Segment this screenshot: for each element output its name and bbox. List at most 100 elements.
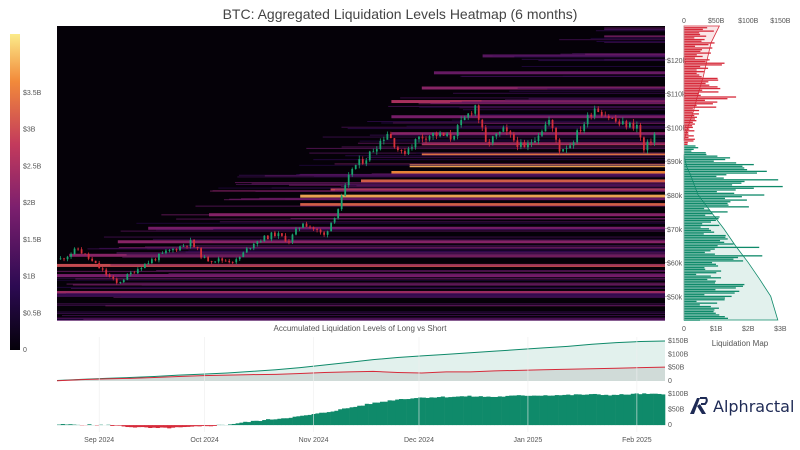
- difference-bar: [190, 425, 195, 427]
- liquidation-map-bar: [684, 42, 715, 44]
- liquidation-line: [110, 264, 666, 266]
- liquidation-map-bar: [684, 59, 710, 61]
- liquidation-map-bar: [684, 233, 704, 235]
- liquidation-map-bar: [684, 277, 722, 279]
- liquidation-map-bar: [684, 288, 716, 291]
- liquidation-line: [604, 37, 665, 39]
- liquidation-line: [83, 318, 666, 320]
- liquidation-map-bar: [684, 174, 727, 176]
- difference-bar: [456, 396, 461, 426]
- liquidation-line: [604, 36, 665, 38]
- candle-body: [407, 148, 410, 154]
- liquidation-band: [148, 226, 665, 230]
- candle-body: [326, 231, 329, 235]
- candle-body: [400, 150, 403, 152]
- difference-bar: [418, 397, 423, 426]
- candle-body: [421, 136, 424, 139]
- liquidation-line: [61, 315, 665, 317]
- difference-bar: [201, 425, 206, 427]
- liquidation-map-top-tick: 0: [682, 18, 686, 25]
- liquidation-line: [406, 125, 665, 127]
- liquidation-line: [234, 182, 666, 184]
- liquidation-line: [66, 283, 666, 285]
- candle-body: [530, 142, 533, 144]
- candle-body: [565, 148, 568, 150]
- liquidation-map-bar: [684, 54, 697, 56]
- difference-bar: [437, 397, 442, 426]
- difference-bar: [661, 394, 666, 426]
- difference-bar: [623, 394, 628, 426]
- difference-bar: [323, 412, 328, 426]
- candle-body: [579, 130, 582, 132]
- candle-body: [435, 132, 438, 137]
- candle-body: [365, 160, 368, 164]
- candle-body: [495, 133, 498, 137]
- candle-body: [551, 119, 554, 128]
- liquidation-line: [461, 75, 665, 77]
- candle-body: [238, 256, 241, 260]
- candle-body: [491, 136, 494, 144]
- liquidation-line: [313, 159, 665, 161]
- candle-body: [621, 121, 624, 125]
- difference-bar: [520, 395, 525, 426]
- difference-bar: [535, 395, 540, 426]
- liquidation-map-bar: [684, 231, 715, 233]
- liquidation-map-bar: [684, 69, 697, 71]
- candle-body: [147, 263, 150, 264]
- date-tick-label: Jan 2025: [514, 437, 543, 444]
- liquidation-line: [116, 252, 666, 254]
- liquidation-line: [161, 214, 666, 216]
- accumulated-line-1: [56, 366, 666, 382]
- candle-body: [463, 117, 466, 121]
- candle-body: [259, 241, 262, 243]
- liquidation-map-bar: [684, 223, 703, 225]
- difference-bar: [228, 424, 233, 426]
- difference-bar: [372, 402, 377, 426]
- liquidation-map-bar: [684, 316, 725, 318]
- candle-body: [477, 105, 480, 120]
- liquidation-line: [595, 30, 665, 32]
- difference-bar: [334, 410, 339, 426]
- liquidation-map-bar: [684, 60, 706, 63]
- candle-body: [439, 132, 441, 137]
- candle-body: [84, 253, 87, 255]
- candle-body: [291, 234, 294, 243]
- candle-body: [298, 227, 301, 229]
- liquidation-line: [415, 152, 665, 154]
- candle-body: [207, 256, 210, 262]
- difference-bar: [414, 398, 419, 426]
- candle-body: [266, 235, 269, 240]
- difference-bar: [558, 395, 563, 426]
- candle-body: [653, 133, 656, 143]
- candle-body: [288, 241, 290, 243]
- candle-body: [537, 135, 540, 141]
- difference-bar: [596, 394, 601, 426]
- difference-bar: [307, 414, 312, 426]
- liquidation-line: [75, 278, 665, 280]
- date-axis: Sep 2024 Oct 2024 Nov 2024 Dec 2024 Jan 2025…: [84, 337, 652, 444]
- liquidation-map: [683, 25, 783, 321]
- candle-body: [59, 258, 62, 260]
- difference-bar: [611, 394, 616, 426]
- liquidation-map-bar: [684, 49, 703, 51]
- candle-body: [305, 223, 308, 227]
- candle-body: [182, 245, 185, 247]
- candle-body: [168, 250, 171, 251]
- difference-bar: [380, 401, 385, 426]
- difference-bar: [444, 397, 449, 426]
- liquidation-map-bar: [684, 190, 717, 193]
- liquidation-map-bar: [684, 82, 706, 85]
- liquidation-map-bar: [684, 38, 705, 41]
- difference-bar: [421, 397, 426, 426]
- liquidation-map-bar: [684, 194, 765, 196]
- liquidation-line: [133, 274, 665, 276]
- liquidation-line: [334, 163, 665, 165]
- liquidation-map-bar: [684, 250, 711, 252]
- difference-bar: [452, 396, 457, 426]
- candle-body: [105, 269, 108, 275]
- liquidation-band: [391, 115, 665, 119]
- liquidation-line: [371, 173, 665, 175]
- difference-bar: [528, 395, 533, 426]
- liquidation-map-bar: [684, 204, 729, 206]
- difference-bar: [167, 425, 172, 429]
